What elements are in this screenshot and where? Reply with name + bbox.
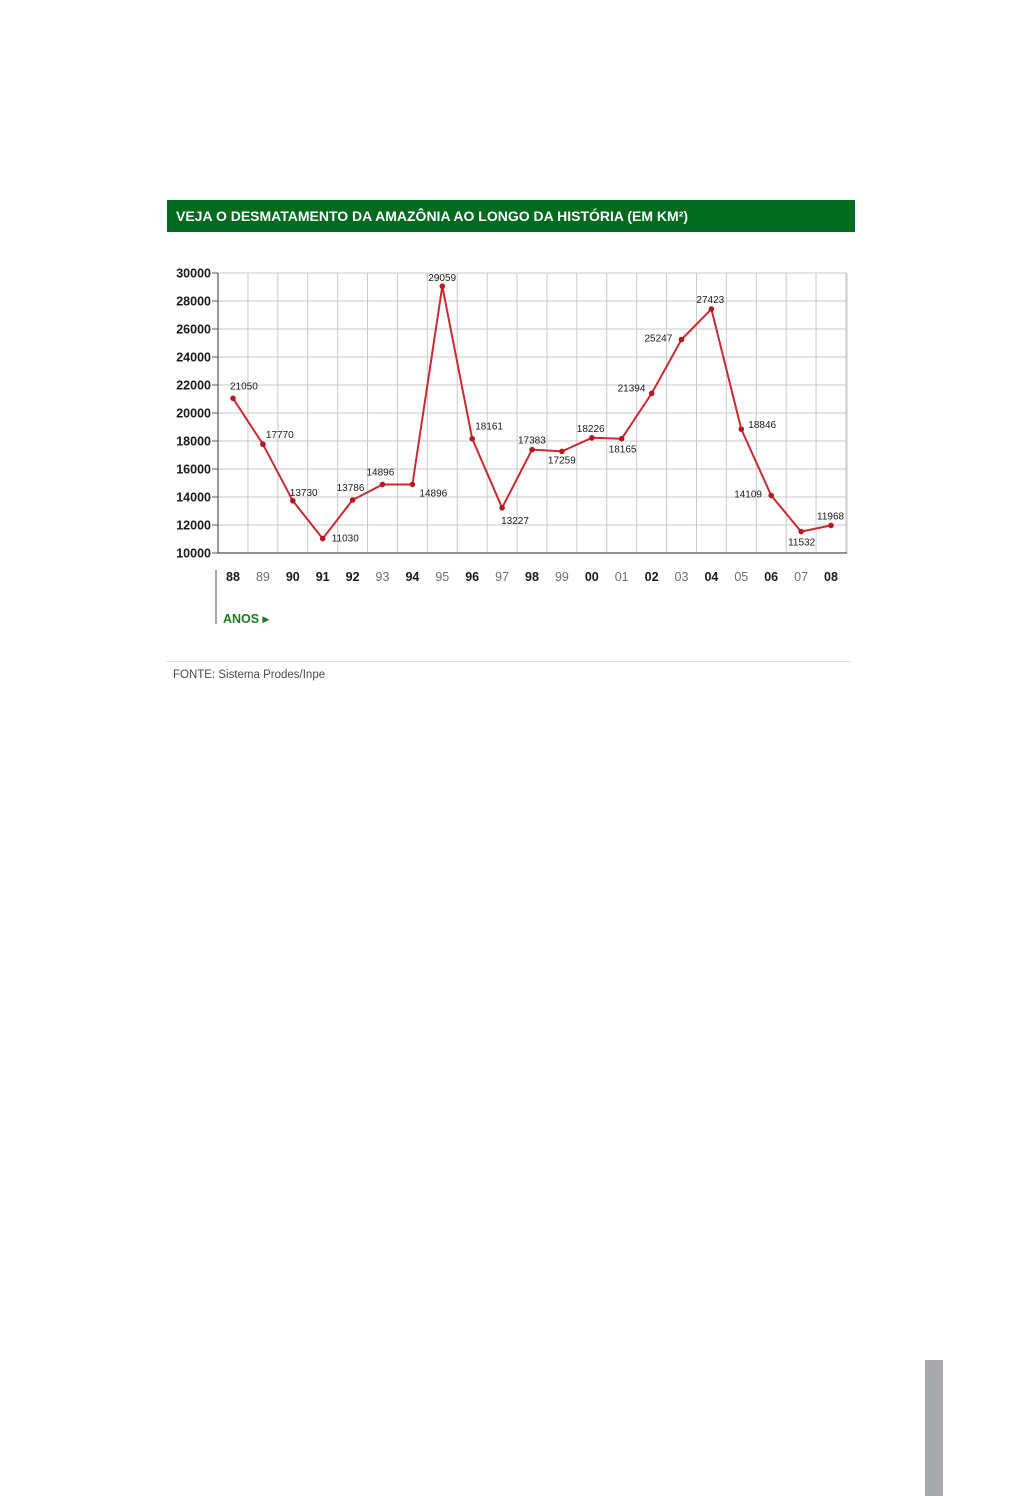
y-tick-label-5: 20000 (176, 407, 211, 421)
data-point-92 (349, 497, 356, 503)
x-axis-ticks: 88 89 90 91 92 93 94 95 96 97 98 99 00 01 02 03 04 05 06 07… (226, 570, 838, 584)
x-tick-label-91: 91 (316, 570, 330, 584)
data-point-94 (409, 481, 416, 488)
x-tick-label-02: 02 (645, 570, 659, 584)
y-tick-label-6: 22000 (176, 379, 211, 393)
x-axis-label: ANOS ▸ (223, 612, 271, 626)
data-label-92: 13786 (337, 483, 365, 494)
x-tick-label-07: 07 (794, 570, 808, 584)
data-point-96 (469, 435, 476, 442)
data-label-05: 18846 (748, 420, 776, 431)
data-label-93: 14896 (367, 467, 395, 478)
data-label-99: 17259 (548, 455, 576, 466)
data-label-00: 18226 (577, 424, 605, 435)
data-label-04: 27423 (696, 295, 724, 306)
data-point-04 (708, 306, 715, 312)
y-tick-label-10: 30000 (176, 267, 211, 281)
data-label-90: 13730 (290, 488, 318, 499)
data-point-91 (319, 535, 326, 542)
data-label-02: 21394 (618, 383, 646, 394)
chart-title: VEJA O DESMATAMENTO DA AMAZÔNIA AO LONGO… (167, 200, 855, 232)
data-points (230, 283, 834, 542)
x-tick-label-95: 95 (435, 570, 449, 584)
x-tick-label-98: 98 (525, 570, 539, 584)
y-tick-label-1: 12000 (176, 519, 211, 533)
data-label-06: 14109 (734, 489, 762, 500)
x-tick-label-97: 97 (495, 570, 509, 584)
x-tick-label-99: 99 (555, 570, 569, 584)
y-tick-label-4: 18000 (176, 435, 211, 449)
data-point-89 (260, 441, 266, 448)
x-tick-label-04: 04 (704, 570, 718, 584)
y-tick-label-3: 16000 (176, 463, 211, 477)
chart-grid (218, 272, 848, 554)
x-tick-label-96: 96 (465, 570, 479, 584)
data-label-95: 29059 (428, 273, 456, 284)
data-point-05 (738, 426, 745, 432)
line-chart: 10000 12000 14000 16000 18000 20000 22000 24000… (176, 267, 848, 626)
x-tick-label-06: 06 (764, 570, 778, 584)
data-label-01: 18165 (609, 445, 637, 456)
data-label-98: 17383 (518, 436, 546, 447)
data-label-91: 11030 (332, 534, 360, 545)
data-label-03: 25247 (645, 334, 673, 345)
x-tick-label-00: 00 (585, 570, 599, 584)
x-tick-label-01: 01 (615, 570, 629, 584)
data-labels: 2105017770137301103013786148961489629059… (230, 273, 845, 548)
page-edge-tab (925, 1360, 943, 1496)
data-point-99 (559, 448, 565, 455)
data-point-88 (230, 395, 236, 402)
x-tick-label-94: 94 (405, 570, 419, 584)
series-line (232, 285, 832, 540)
x-tick-label-93: 93 (376, 570, 390, 584)
y-axis-ticks: 10000 12000 14000 16000 18000 20000 22000 24000… (176, 267, 218, 561)
data-point-95 (439, 283, 446, 289)
data-point-90 (290, 497, 296, 504)
x-tick-label-08: 08 (824, 570, 838, 584)
data-label-97: 13227 (501, 516, 529, 527)
x-tick-label-89: 89 (256, 570, 270, 584)
x-tick-label-05: 05 (734, 570, 748, 584)
source-divider (167, 661, 851, 662)
y-tick-label-8: 26000 (176, 323, 211, 337)
data-label-89: 17770 (266, 430, 294, 441)
data-point-02 (648, 390, 655, 397)
data-point-01 (618, 435, 625, 442)
data-point-08 (828, 522, 834, 529)
data-point-98 (529, 446, 535, 453)
y-tick-label-7: 24000 (176, 351, 211, 365)
data-label-96: 18161 (475, 422, 503, 433)
data-point-97 (499, 505, 505, 511)
data-point-93 (379, 481, 386, 488)
y-tick-label-9: 28000 (176, 295, 211, 309)
x-tick-label-88: 88 (226, 570, 240, 584)
data-point-00 (589, 435, 595, 441)
y-tick-label-2: 14000 (176, 491, 211, 505)
data-label-08: 11968 (817, 511, 845, 522)
source-note: FONTE: Sistema Prodes/Inpe (173, 669, 326, 681)
data-label-94: 14896 (419, 488, 447, 499)
x-tick-label-92: 92 (346, 570, 360, 584)
data-point-07 (798, 528, 804, 535)
series-line-group (232, 285, 832, 540)
data-label-07: 11532 (788, 538, 816, 549)
data-point-06 (768, 492, 774, 499)
data-point-03 (678, 336, 685, 343)
x-tick-label-90: 90 (286, 570, 300, 584)
y-tick-label-0: 10000 (176, 547, 211, 561)
x-tick-label-03: 03 (675, 570, 689, 584)
data-label-88: 21050 (230, 381, 258, 392)
